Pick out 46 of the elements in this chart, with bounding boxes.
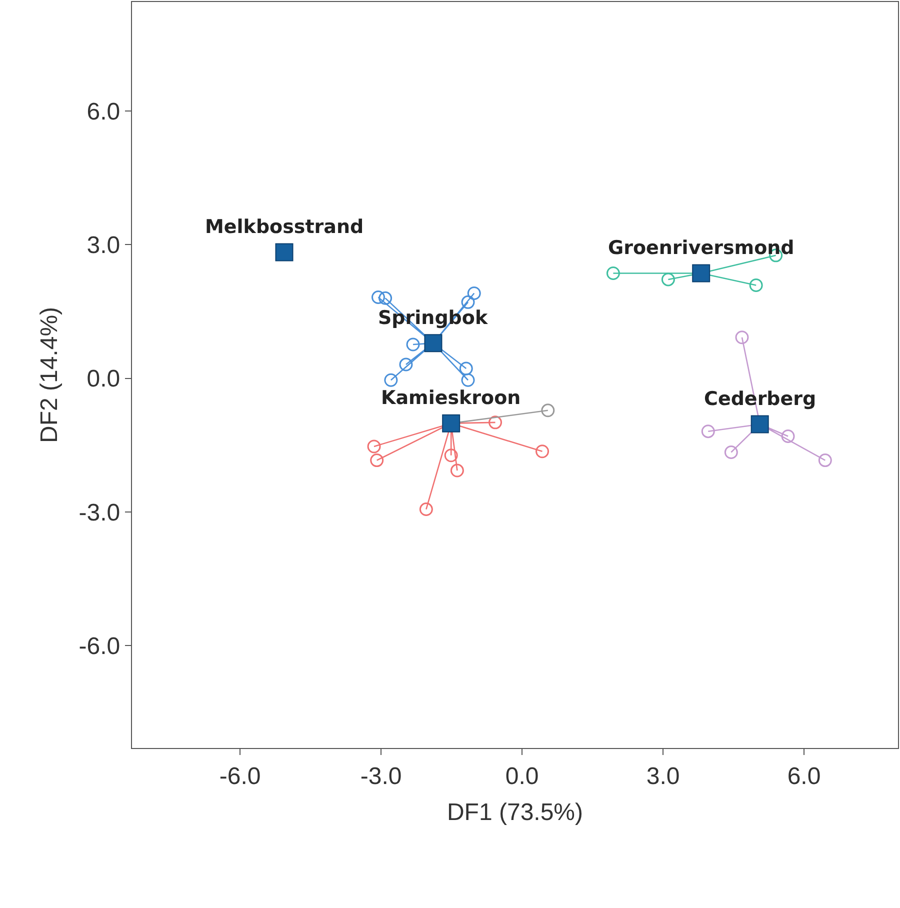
point [467, 286, 481, 300]
annotation: Kamieskroon [381, 387, 521, 409]
point [444, 448, 458, 462]
point [749, 278, 763, 292]
point [692, 264, 710, 282]
point [735, 330, 749, 344]
x-tick-label: -6.0 [219, 762, 261, 790]
point [424, 334, 442, 352]
annotation: Groenriversmond [608, 237, 794, 259]
point [701, 424, 715, 438]
point [536, 444, 550, 458]
point [372, 290, 385, 304]
point [419, 502, 433, 516]
y-tick-label: 6.0 [86, 98, 120, 126]
y-tick-label: -6.0 [78, 632, 120, 660]
point [442, 414, 460, 432]
point [406, 338, 420, 352]
point [450, 464, 464, 478]
y-tick-label: -3.0 [78, 499, 120, 526]
x-axis-title: DF1 (73.5%) [446, 799, 584, 826]
point [461, 295, 475, 309]
point [367, 440, 381, 454]
point [399, 358, 413, 372]
y-tick-label: 0.0 [86, 366, 120, 393]
point [275, 243, 294, 262]
y-axis-title: DF2 (14.4%) [36, 306, 63, 444]
point [606, 266, 620, 280]
point [781, 429, 795, 443]
point [724, 446, 738, 460]
point [488, 416, 502, 430]
point [384, 373, 398, 387]
point [541, 404, 555, 418]
point [378, 291, 392, 305]
point [370, 454, 384, 468]
x-tick-label: 3.0 [646, 762, 680, 790]
y-tick-label: 3.0 [86, 232, 120, 260]
point [750, 415, 769, 434]
annotation: Melkbosstrand [205, 216, 364, 238]
point [459, 362, 473, 376]
point [461, 373, 475, 387]
x-tick-label: 0.0 [505, 762, 539, 790]
x-tick-label: 6.0 [787, 762, 821, 790]
point [818, 454, 832, 468]
point [661, 272, 675, 286]
annotation: Cederberg [704, 388, 816, 410]
x-tick-label: -3.0 [360, 762, 402, 790]
